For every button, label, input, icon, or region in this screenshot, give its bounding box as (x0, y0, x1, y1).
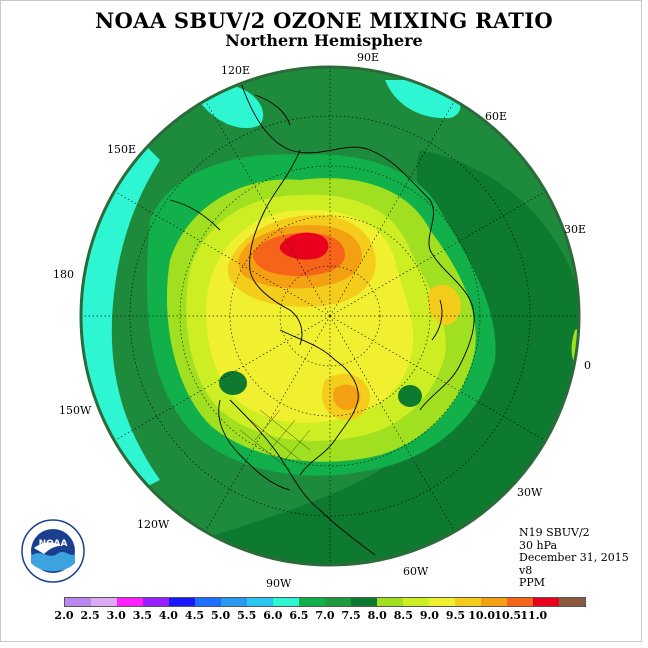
colorbar-swatch-19 (559, 598, 585, 606)
field-dark-band (200, 150, 579, 565)
colorbar-tick-label: 3.5 (132, 609, 152, 622)
noaa-logo: NOAA (21, 519, 85, 583)
page-subtitle: Northern Hemisphere (225, 31, 423, 50)
colorbar-swatch-9 (299, 598, 325, 606)
lon-label-30e: 30E (564, 223, 587, 236)
field-orange-3 (333, 384, 361, 410)
colorbar-swatch-12 (377, 598, 403, 606)
page-title: NOAA SBUV/2 OZONE MIXING RATIO (95, 8, 553, 33)
lon-label-60e: 60E (485, 110, 508, 123)
lon-label-180: 180 (53, 268, 74, 281)
info-level: 30 hPa (519, 538, 558, 552)
lon-label-90w: 90W (266, 577, 292, 590)
lon-label-150w: 150W (59, 404, 92, 417)
colorbar-tick-label: 3.0 (106, 609, 126, 622)
colorbar-tick-label: 6.5 (289, 609, 309, 622)
colorbar-tick-label: 4.5 (184, 609, 205, 622)
lon-label-150e: 150E (107, 143, 137, 156)
colorbar-swatch-3 (143, 598, 169, 606)
lon-label-30w: 30W (517, 486, 543, 499)
info-version: v8 (519, 563, 533, 577)
graticule (81, 67, 579, 565)
colorbar-tick-label: 8.5 (393, 609, 413, 622)
lon-label-90e: 90E (357, 51, 380, 64)
colorbar-swatch-5 (195, 598, 221, 606)
colorbar-swatch-15 (455, 598, 481, 606)
colorbar-tick-label: 5.0 (211, 609, 231, 622)
colorbar-swatch-0 (65, 598, 91, 606)
lon-label-60w: 60W (403, 565, 429, 578)
colorbar-tick-label: 11.0 (520, 609, 548, 622)
logo-text: NOAA (39, 539, 68, 549)
colorbar-swatch-4 (169, 598, 195, 606)
colorbar-tick-label: 7.0 (315, 609, 335, 622)
lon-label-120e: 120E (221, 64, 251, 77)
colorbar-swatch-17 (507, 598, 533, 606)
colorbar-swatch-7 (247, 598, 273, 606)
colorbar-swatch-13 (403, 598, 429, 606)
colorbar-tick-label: 7.5 (341, 609, 361, 622)
colorbar-tick-label: 9.0 (419, 609, 439, 622)
colorbar-swatch-8 (273, 598, 299, 606)
colorbar-tick-label: 6.0 (263, 609, 283, 622)
info-date: December 31, 2015 (519, 551, 629, 564)
lon-label-0: 0 (584, 359, 591, 372)
map-border (79, 65, 581, 567)
colorbar (64, 597, 586, 607)
info-block: N19 SBUV/2 30 hPa December 31, 2015 v8 P… (519, 526, 629, 590)
colorbar-swatch-1 (91, 598, 117, 606)
field-low-1 (219, 371, 247, 395)
colorbar-swatch-18 (533, 598, 559, 606)
colorbar-tick-label: 4.0 (158, 609, 178, 622)
colorbar-swatch-14 (429, 598, 455, 606)
colorbar-swatch-11 (351, 598, 377, 606)
field-red-max (279, 232, 329, 260)
field-low-2 (398, 385, 422, 407)
coastlines (169, 79, 475, 556)
info-satellite: N19 SBUV/2 (519, 526, 590, 539)
info-units: PPM (519, 576, 546, 589)
colorbar-tick-label: 10.5 (494, 609, 522, 622)
colorbar-swatch-2 (117, 598, 143, 606)
colorbar-tick-label: 10.0 (468, 609, 495, 622)
colorbar-tick-label: 8.0 (367, 609, 387, 622)
colorbar-tick-label: 9.5 (445, 609, 466, 622)
colorbar-swatch-16 (481, 598, 507, 606)
field-cyan-band (81, 140, 160, 490)
colorbar-tick-label: 2.0 (54, 609, 74, 622)
field-pocket (428, 284, 461, 325)
lon-label-120w: 120W (137, 518, 170, 531)
colorbar-tick-label: 5.5 (237, 609, 257, 622)
colorbar-swatch-6 (221, 598, 247, 606)
state-lines (239, 409, 311, 471)
colorbar-swatch-10 (325, 598, 351, 606)
colorbar-tick-label: 2.5 (80, 609, 100, 622)
